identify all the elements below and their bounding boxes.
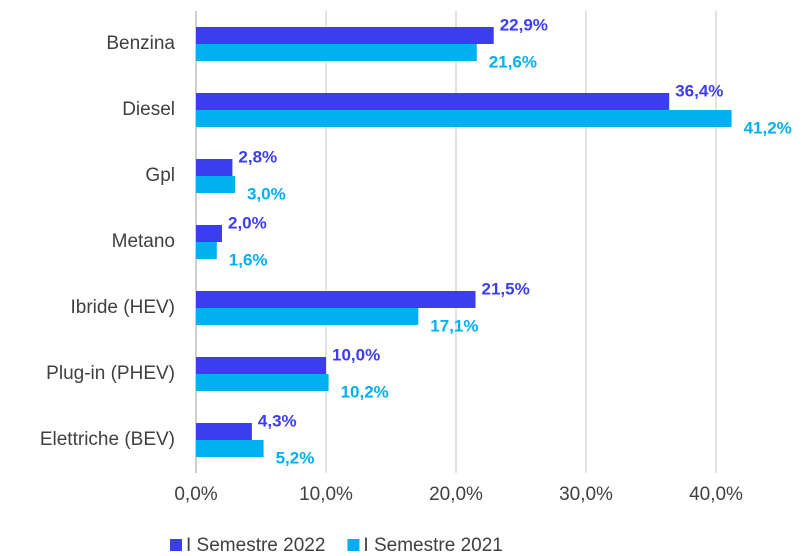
x-tick-label: 40,0% (689, 484, 743, 505)
x-tick-label: 10,0% (299, 484, 353, 505)
legend-label: I Semestre 2021 (363, 535, 502, 556)
y-tick-label: Elettriche (BEV) (40, 429, 175, 450)
value-label: 36,4% (675, 81, 723, 100)
bar (196, 27, 494, 44)
bar (196, 176, 235, 193)
y-tick-label: Diesel (122, 99, 175, 120)
value-label: 4,3% (258, 411, 297, 430)
value-label: 2,0% (228, 213, 267, 232)
y-tick-label: Ibride (HEV) (70, 297, 175, 318)
value-label: 17,1% (430, 316, 478, 335)
bar (196, 225, 222, 242)
y-tick-label: Metano (112, 231, 175, 252)
value-label: 5,2% (276, 448, 315, 467)
bar (196, 440, 264, 457)
value-label: 21,6% (489, 52, 537, 71)
bar (196, 423, 252, 440)
bar (196, 159, 233, 176)
bar (196, 110, 732, 127)
value-label: 2,8% (238, 147, 277, 166)
value-label: 41,2% (744, 118, 792, 137)
value-label: 21,5% (482, 279, 530, 298)
value-label: 1,6% (229, 250, 268, 269)
y-tick-label: Gpl (145, 165, 175, 186)
legend-swatch (347, 539, 360, 551)
legend-label: I Semestre 2022 (186, 535, 325, 556)
bar (196, 93, 670, 110)
value-label: 22,9% (500, 15, 548, 34)
bar (196, 44, 477, 61)
legend-swatch (170, 539, 182, 551)
x-tick-label: 20,0% (429, 484, 483, 505)
y-tick-label: Plug-in (PHEV) (46, 363, 175, 384)
value-label: 3,0% (247, 184, 286, 203)
x-tick-label: 0,0% (174, 484, 217, 505)
value-label: 10,0% (332, 345, 380, 364)
bar (196, 374, 329, 391)
bar (196, 308, 419, 325)
x-tick-label: 30,0% (559, 484, 613, 505)
value-label: 10,2% (341, 382, 389, 401)
bar (196, 242, 217, 259)
bar (196, 291, 476, 308)
y-tick-label: Benzina (106, 33, 175, 54)
bar (196, 357, 326, 374)
